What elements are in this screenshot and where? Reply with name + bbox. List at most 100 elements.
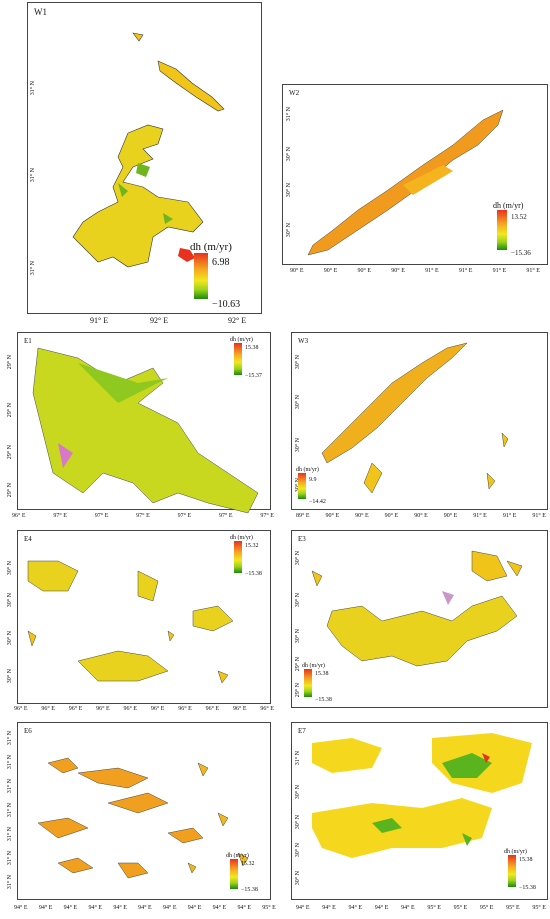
lat-label: 29° N <box>7 445 13 460</box>
lon-axis-e1: 96° E 97° E 97° E 97° E 97° E 97° E 97° … <box>12 513 274 519</box>
lon-label: 89° E <box>296 513 310 519</box>
legend-colorbar <box>194 253 208 299</box>
lon-label: 91° E <box>492 268 507 274</box>
panel-title: W2 <box>289 89 300 97</box>
lon-label: 91° E <box>532 513 546 519</box>
lat-label: 30° N <box>7 669 13 684</box>
lat-label: 30° N <box>286 183 292 198</box>
lat-label: 30° N <box>286 147 292 162</box>
lon-label: 90° E <box>414 513 428 519</box>
panel-e1: E1 29° N 29° N 29° N 29° N dh (m/yr) 15.… <box>7 332 271 514</box>
glacier-map-e3 <box>311 550 523 667</box>
lon-label: 96° E <box>150 706 165 712</box>
legend-colorbar <box>234 343 242 375</box>
legend-title: dh (m/yr) <box>190 241 232 253</box>
panel-e4: E4 30° N 30° N 30° N 30° N dh (m/yr) 15.… <box>7 530 271 704</box>
lon-label: 96° E <box>260 706 274 712</box>
lon-label: 96° E <box>96 706 110 712</box>
legend-max: 15.38 <box>519 857 533 863</box>
legend-max: 9.9 <box>309 477 317 483</box>
panel-w3: W3 30° N 30° N 30° N 30° N dh (m/yr) 9.9… <box>291 332 548 510</box>
legend-min: −15.38 <box>241 887 258 893</box>
lat-label: 29° N <box>295 657 301 672</box>
panel-e3: E3 30° N 30° N 30° N 29° N 29° N dh (m/y… <box>291 530 548 708</box>
legend-min: −15.38 <box>315 697 332 703</box>
glacier-map-w2 <box>307 109 504 256</box>
legend-colorbar <box>508 855 516 887</box>
lat-label: 31° N <box>295 751 301 766</box>
legend-colorbar <box>234 541 242 573</box>
lat-label: 30° N <box>295 355 301 370</box>
legend-colorbar <box>497 210 507 250</box>
lon-label: 96° E <box>205 706 220 712</box>
lat-label: 30° N <box>295 629 301 644</box>
lon-label: 96° E <box>41 706 55 712</box>
panel-title: W1 <box>34 7 47 17</box>
lon-label: 92° E <box>150 316 169 325</box>
legend-max: 15.38 <box>315 671 329 677</box>
lon-label: 94° E <box>187 905 202 911</box>
lon-label: 94° E <box>322 905 336 911</box>
lon-label: 94° E <box>162 905 177 911</box>
legend-min: −15.37 <box>245 373 262 379</box>
legend-title: dh (m/yr) <box>504 849 527 855</box>
lon-label: 94° E <box>113 905 127 911</box>
lon-axis-w3: 89° E 90° E 90° E 90° E 90° E 90° E 91° … <box>296 513 546 519</box>
lat-label: 31° N <box>30 81 36 96</box>
lon-label: 90° E <box>323 268 338 274</box>
panel-title: E6 <box>24 727 32 735</box>
lon-label: 95° E <box>532 905 546 911</box>
lat-label: 30° N <box>295 785 301 800</box>
legend-max: 6.98 <box>212 257 230 268</box>
glacier-map-e7 <box>312 733 532 858</box>
lat-label: 31° N <box>7 875 13 890</box>
lon-label: 94° E <box>88 905 103 911</box>
lon-label: 97° E <box>177 513 192 519</box>
lon-label: 94° E <box>212 905 227 911</box>
legend-min: −10.63 <box>212 299 241 310</box>
lon-label: 97° E <box>53 513 67 519</box>
panel-e6: E6 31° N 31° N 31° N 31° N 31° N 31° N 3… <box>7 722 271 900</box>
lon-label: 91° E <box>425 268 439 274</box>
lon-label: 90° E <box>290 268 304 274</box>
legend-min: −14.42 <box>309 499 326 505</box>
lon-label: 90° E <box>443 513 458 519</box>
legend-min: −15.36 <box>511 249 531 257</box>
legend-title: dh (m/yr) <box>493 201 524 210</box>
lon-label: 94° E <box>296 905 310 911</box>
glacier-map-e6 <box>37 757 249 879</box>
lon-label: 90° E <box>325 513 340 519</box>
panel-e7: E7 31° N 30° N 30° N 30° N 30° N dh (m/y… <box>291 722 548 900</box>
lon-label: 94° E <box>38 905 53 911</box>
legend-title: dh (m/yr) <box>230 337 253 343</box>
lat-label: 31° N <box>7 755 13 770</box>
legend-max: 13.52 <box>511 213 527 221</box>
lon-label: 95° E <box>427 905 441 911</box>
lat-label: 31° N <box>7 851 13 866</box>
lat-label: 30° N <box>295 815 301 830</box>
lon-label: 95° E <box>479 905 494 911</box>
lat-label: 30° N <box>295 593 301 608</box>
panel-w2: W2 31° N 30° N 30° N 30° N dh (m/yr) 13.… <box>282 84 548 265</box>
lon-axis-e6: 94° E 94° E 94° E 94° E 94° E 94° E 94° … <box>14 905 276 911</box>
lat-label: 29° N <box>7 403 13 418</box>
legend-e4: dh (m/yr) 15.32 −15.38 <box>230 535 262 577</box>
lon-label: 91° E <box>90 316 109 325</box>
lon-label: 96° E <box>178 706 192 712</box>
legend-e1: dh (m/yr) 15.38 −15.37 <box>230 337 262 379</box>
lat-label: 29° N <box>7 483 13 498</box>
panel-w1: W1 31° N 31° N 31° N dh (m/yr) 6.98 −10.… <box>27 2 262 314</box>
lon-label: 96° E <box>123 706 138 712</box>
lat-label: 30° N <box>295 871 301 886</box>
lon-label: 90° E <box>384 513 399 519</box>
lon-label: 94° E <box>14 905 28 911</box>
lat-label: 30° N <box>7 631 13 646</box>
lat-label: 31° N <box>286 107 292 122</box>
legend-min: −15.38 <box>519 885 536 891</box>
lat-label: 31° N <box>7 803 13 818</box>
legend-colorbar <box>298 473 306 499</box>
lat-label: 30° N <box>7 593 13 608</box>
lon-label: 96° E <box>14 706 28 712</box>
panel-title: E1 <box>24 337 32 345</box>
panel-title: E3 <box>298 535 306 543</box>
